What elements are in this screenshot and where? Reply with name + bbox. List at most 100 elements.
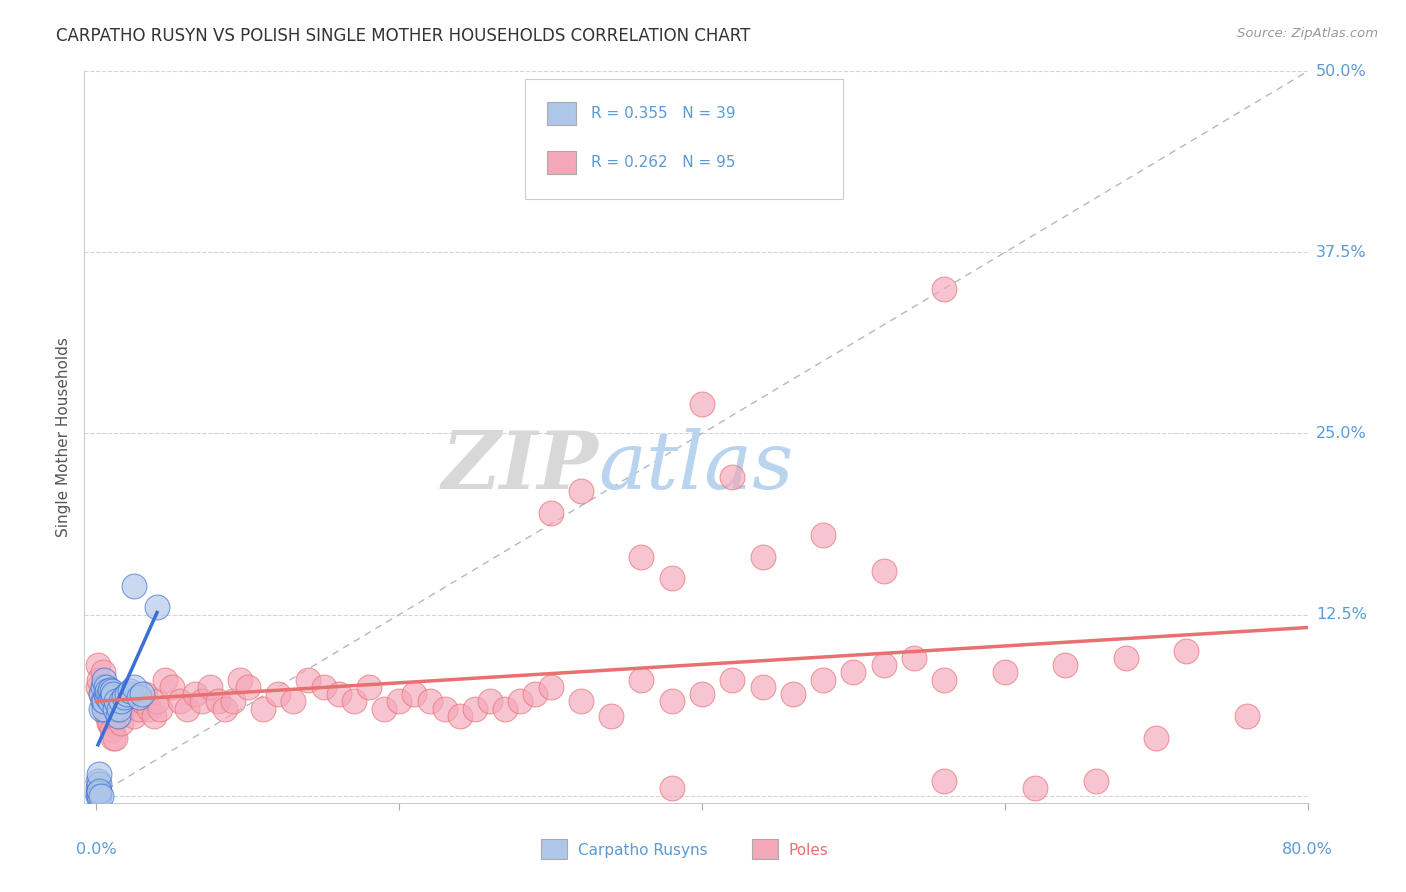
Point [91,694,114,708]
Point [267,687,290,701]
FancyBboxPatch shape [547,151,576,175]
Point [112,701,135,715]
Point [690,397,713,411]
Point [433,701,456,715]
Point [115,687,138,701]
Point [110,694,132,708]
Point [108,709,131,723]
Point [124,709,146,723]
Point [105,694,128,708]
Point [97,687,120,701]
Point [934,282,956,296]
Point [994,665,1017,680]
Text: Poles: Poles [789,843,828,857]
Point [107,709,129,723]
Point [811,528,834,542]
Point [89,784,111,798]
Point [1236,709,1258,723]
Text: ZIP: ZIP [441,427,598,505]
Point [100,690,122,704]
Point [229,673,252,687]
Point [90,687,112,701]
Point [131,694,153,708]
Point [94,680,117,694]
Point [1115,651,1137,665]
Point [104,701,127,715]
Point [100,684,122,698]
Point [87,680,110,694]
Point [842,665,865,680]
Point [124,578,146,592]
Point [934,774,956,789]
Point [98,716,121,731]
Point [97,716,120,731]
Point [160,680,183,694]
Point [661,781,683,796]
Point [108,701,131,715]
FancyBboxPatch shape [547,102,576,126]
Point [464,701,486,715]
Point [343,694,366,708]
Point [176,701,198,715]
Point [134,687,156,701]
Point [524,687,547,701]
Point [169,694,191,708]
Point [569,694,592,708]
Point [198,680,221,694]
Y-axis label: Single Mother Households: Single Mother Households [56,337,72,537]
Point [721,673,744,687]
Point [91,680,114,694]
Point [811,673,834,687]
Point [661,571,683,585]
Point [661,694,683,708]
Point [1175,644,1198,658]
Point [630,673,652,687]
Point [101,687,124,701]
Point [373,701,395,715]
Point [93,673,115,687]
Point [118,684,141,698]
Point [87,781,110,796]
Point [252,701,274,715]
Point [90,687,112,701]
Point [873,658,896,673]
Point [283,694,305,708]
Text: 37.5%: 37.5% [1316,245,1367,260]
Point [98,694,121,708]
Point [207,694,229,708]
Point [751,680,773,694]
Point [449,709,471,723]
Point [101,731,124,745]
Point [115,694,138,708]
Point [782,687,804,701]
Point [94,687,117,701]
Point [87,658,110,673]
Point [479,694,502,708]
Point [105,701,128,715]
Point [934,673,956,687]
Point [509,694,531,708]
Point [89,789,111,803]
Point [146,694,169,708]
Point [297,673,319,687]
Text: R = 0.262   N = 95: R = 0.262 N = 95 [591,155,735,170]
Point [721,470,744,484]
Point [128,690,150,704]
Text: 0.0%: 0.0% [76,842,117,856]
Point [96,684,118,698]
Point [184,687,207,701]
Text: Carpatho Rusyns: Carpatho Rusyns [578,843,707,857]
Point [404,687,426,701]
FancyBboxPatch shape [524,78,842,200]
Point [143,709,166,723]
Point [89,673,111,687]
Point [357,680,380,694]
Point [107,694,129,708]
Point [89,767,111,781]
Point [146,600,169,615]
Point [751,549,773,564]
Point [93,680,115,694]
Point [149,701,172,715]
Point [87,786,110,800]
Point [153,673,176,687]
